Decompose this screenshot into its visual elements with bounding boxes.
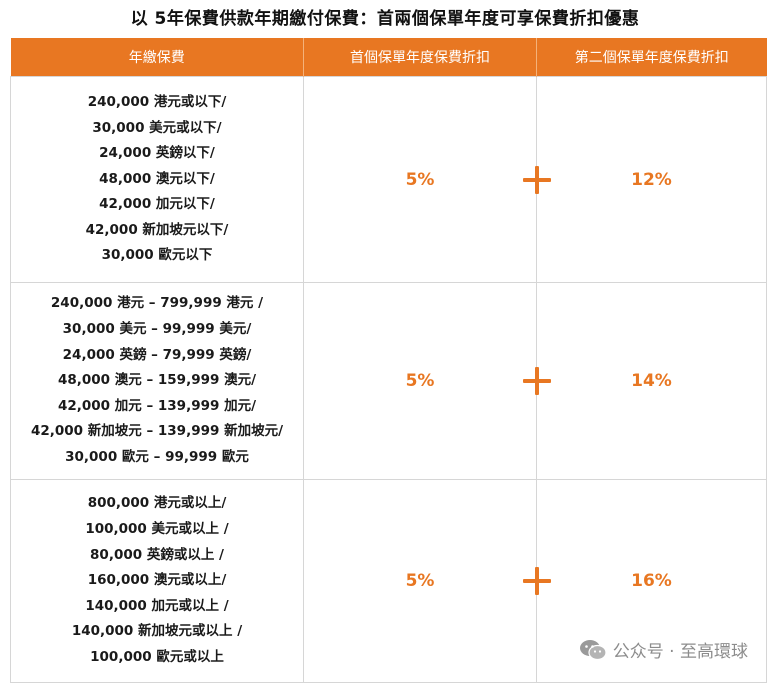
first-year-discount-cell: 5% bbox=[303, 282, 537, 480]
plus-icon bbox=[523, 367, 551, 395]
premium-line: 24,000 英鎊以下/ bbox=[99, 145, 215, 162]
premium-cell: 240,000 港元或以下/ 30,000 美元或以下/ 24,000 英鎊以下… bbox=[10, 76, 304, 283]
plus-icon bbox=[523, 567, 551, 595]
plus-icon bbox=[523, 165, 551, 194]
premium-line: 30,000 歐元 – 99,999 歐元 bbox=[65, 448, 249, 465]
premium-cell: 240,000 港元 – 799,999 港元 / 30,000 美元 – 99… bbox=[10, 282, 304, 480]
premium-line: 42,000 加元以下/ bbox=[99, 196, 215, 213]
premium-cell: 800,000 港元或以上/ 100,000 美元或以上 / 80,000 英鎊… bbox=[10, 479, 304, 683]
first-year-discount-value: 5% bbox=[405, 571, 435, 591]
header-annual-premium: 年繳保費 bbox=[10, 38, 304, 77]
table-row: 240,000 港元或以下/ 30,000 美元或以下/ 24,000 英鎊以下… bbox=[10, 76, 767, 283]
second-year-discount-value: 12% bbox=[631, 169, 672, 190]
discount-table: 年繳保費 首個保單年度保費折扣 第二個保單年度保費折扣 240,000 港元或以… bbox=[10, 38, 767, 683]
premium-line: 30,000 美元 – 99,999 美元/ bbox=[62, 321, 252, 338]
premium-line: 30,000 美元或以下/ bbox=[92, 119, 222, 136]
premium-line: 240,000 港元或以下/ bbox=[87, 93, 227, 110]
premium-line: 160,000 澳元或以上/ bbox=[87, 572, 227, 589]
header-second-year-discount: 第二個保單年度保費折扣 bbox=[536, 38, 767, 77]
premium-line: 140,000 新加坡元或以上 / bbox=[71, 623, 243, 640]
second-year-discount-cell: 12% bbox=[523, 76, 767, 283]
premium-line: 42,000 新加坡元以下/ bbox=[85, 221, 229, 238]
second-year-discount-cell: 14% bbox=[523, 282, 767, 480]
second-year-discount-value: 16% bbox=[631, 571, 672, 591]
wechat-icon bbox=[579, 639, 607, 660]
watermark: 公众号 · 至高環球 bbox=[579, 637, 748, 662]
premium-line: 48,000 澳元以下/ bbox=[99, 170, 215, 187]
table-header-row: 年繳保費 首個保單年度保費折扣 第二個保單年度保費折扣 bbox=[10, 38, 767, 77]
first-year-discount-cell: 5% bbox=[303, 479, 537, 683]
premium-line: 30,000 歐元以下 bbox=[101, 247, 213, 264]
header-first-year-discount: 首個保單年度保費折扣 bbox=[303, 38, 537, 77]
premium-line: 100,000 歐元或以上 bbox=[90, 648, 224, 665]
premium-line: 100,000 美元或以上 / bbox=[85, 521, 229, 538]
premium-line: 42,000 加元 – 139,999 加元/ bbox=[57, 397, 257, 414]
second-year-discount-value: 14% bbox=[631, 371, 672, 391]
first-year-discount-value: 5% bbox=[405, 371, 435, 391]
premium-line: 800,000 港元或以上/ bbox=[87, 495, 227, 512]
premium-line: 240,000 港元 – 799,999 港元 / bbox=[50, 295, 264, 312]
premium-line: 48,000 澳元 – 159,999 澳元/ bbox=[57, 372, 257, 389]
premium-line: 24,000 英鎊 – 79,999 英鎊/ bbox=[62, 346, 252, 363]
first-year-discount-value: 5% bbox=[405, 169, 435, 190]
table-row: 240,000 港元 – 799,999 港元 / 30,000 美元 – 99… bbox=[10, 282, 767, 480]
premium-line: 80,000 英鎊或以上 / bbox=[90, 546, 224, 563]
premium-line: 140,000 加元或以上 / bbox=[85, 597, 229, 614]
page-title: 以 5年保費供款年期繳付保費：首兩個保單年度可享保費折扣優惠 bbox=[130, 9, 640, 29]
premium-line: 42,000 新加坡元 – 139,999 新加坡元/ bbox=[30, 423, 284, 440]
watermark-text: 公众号 · 至高環球 bbox=[612, 642, 748, 662]
first-year-discount-cell: 5% bbox=[303, 76, 537, 283]
